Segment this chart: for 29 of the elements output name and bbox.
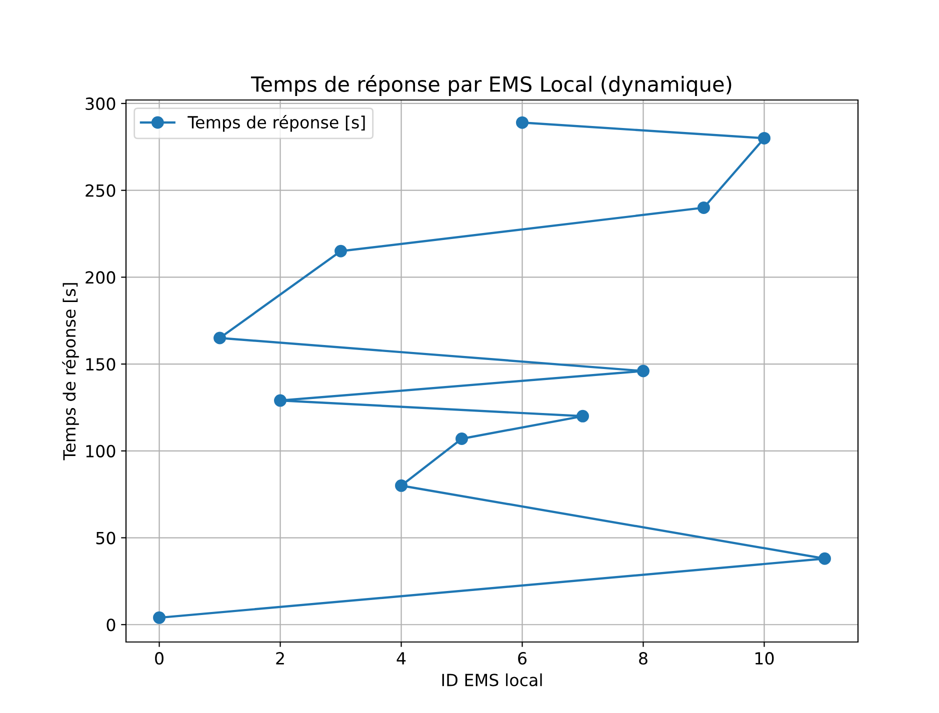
point (153, 611, 166, 624)
y-tick-label: 50 (96, 532, 116, 544)
y-tick-label: 300 (86, 97, 116, 110)
y-tick-label: 150 (86, 358, 116, 371)
y-tick-label: 100 (86, 444, 116, 458)
point (395, 479, 408, 492)
x-axis-title: ID EMS local (442, 673, 542, 686)
y-axis-title: Temps de réponse [s] (62, 283, 79, 460)
y-tick-label: 200 (86, 271, 116, 284)
point (214, 332, 226, 344)
point (456, 432, 468, 445)
point (636, 364, 650, 378)
point (758, 132, 770, 144)
point (516, 116, 528, 129)
point (334, 244, 348, 258)
x-tick-label: 2 (276, 652, 284, 664)
x-tick-label: 6 (518, 652, 526, 665)
point (818, 552, 831, 565)
point (274, 394, 287, 407)
y-tick-label: 0 (106, 618, 116, 632)
x-tick-label: 8 (639, 652, 648, 665)
chart-title: Temps de réponse par EMS Local (dynamique) (250, 75, 732, 96)
point (576, 410, 589, 422)
x-tick-label: 0 (155, 652, 164, 665)
x-tick-label: 10 (755, 652, 774, 665)
legend-label: Temps de réponse [s] (188, 115, 365, 132)
x-tick-label: 4 (396, 652, 406, 664)
point (697, 201, 710, 214)
y-tick-label: 250 (86, 184, 116, 197)
